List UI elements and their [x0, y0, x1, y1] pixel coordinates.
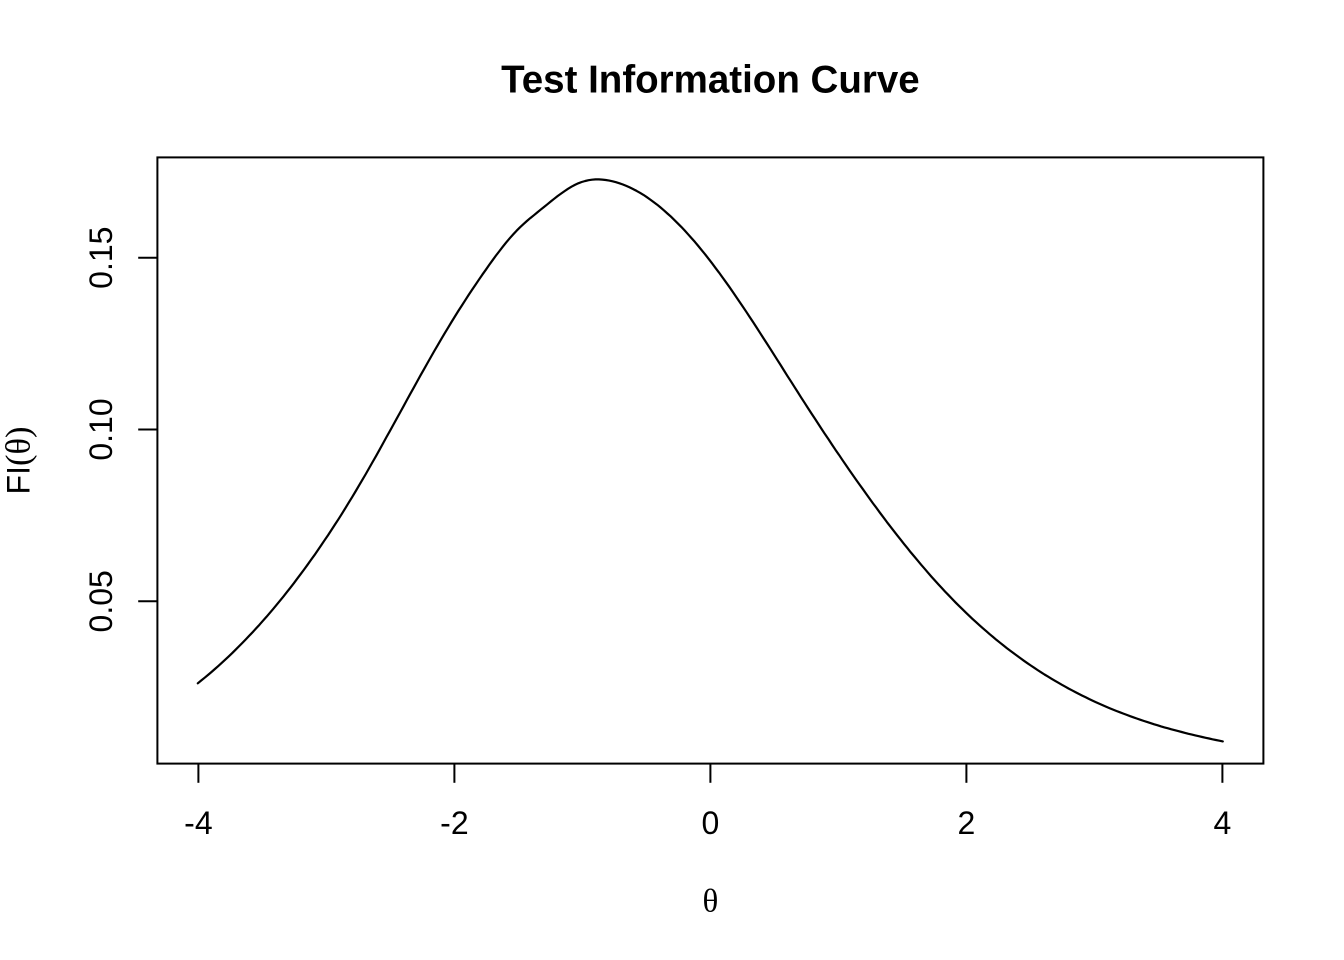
- svg-text:0.05: 0.05: [83, 570, 119, 632]
- svg-text:0: 0: [702, 805, 720, 841]
- svg-text:4: 4: [1214, 805, 1232, 841]
- svg-text:θ: θ: [702, 883, 718, 919]
- svg-text:0.10: 0.10: [83, 398, 119, 460]
- svg-text:2: 2: [958, 805, 976, 841]
- svg-text:-4: -4: [184, 805, 212, 841]
- svg-text:-2: -2: [440, 805, 468, 841]
- svg-text:FI(θ): FI(θ): [0, 427, 38, 495]
- svg-text:Test Information Curve: Test Information Curve: [501, 59, 920, 102]
- svg-text:0.15: 0.15: [83, 227, 119, 289]
